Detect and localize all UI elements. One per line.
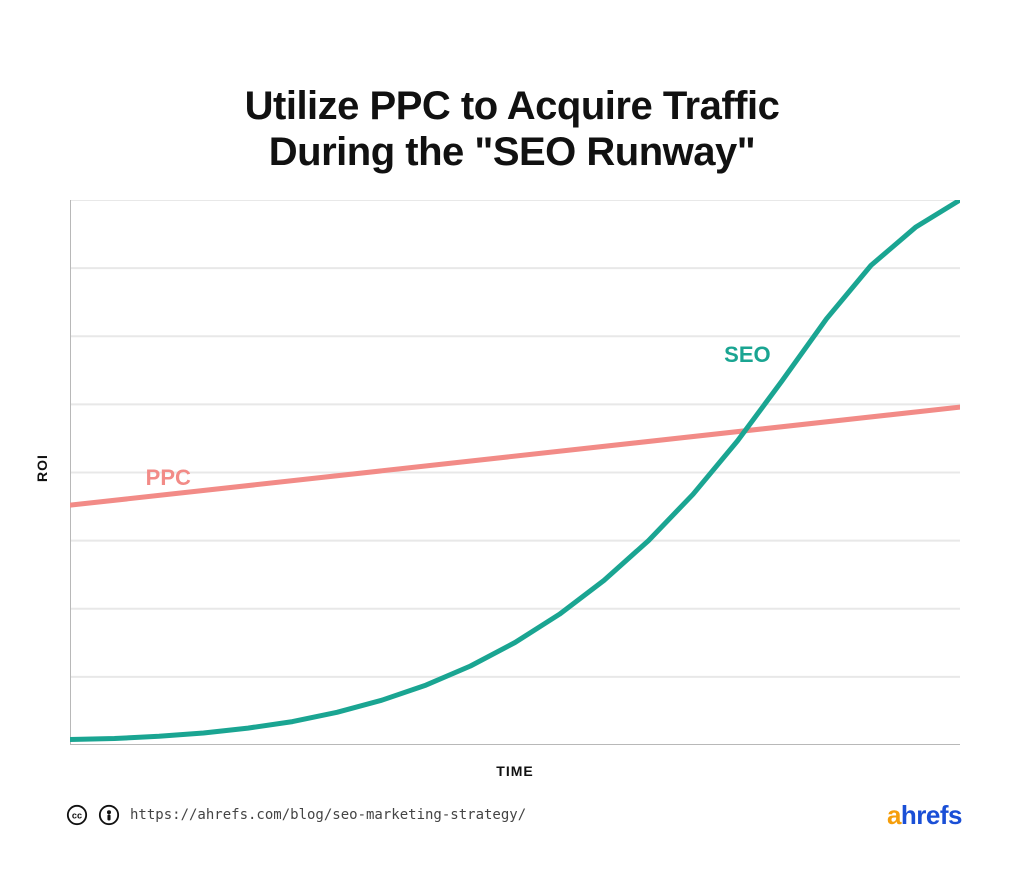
page: Utilize PPC to Acquire Traffic During th… bbox=[0, 0, 1024, 874]
source-url: https://ahrefs.com/blog/seo-marketing-st… bbox=[130, 807, 526, 823]
roi-time-chart bbox=[70, 200, 960, 745]
brand-logo: ahrefs bbox=[887, 800, 962, 831]
brand-rest: hrefs bbox=[901, 800, 962, 831]
by-icon-svg bbox=[98, 804, 120, 826]
chart-area: ROI TIME PPCSEO bbox=[70, 200, 960, 745]
series-label-ppc: PPC bbox=[146, 465, 191, 491]
chart-title: Utilize PPC to Acquire Traffic During th… bbox=[0, 83, 1024, 175]
x-axis-label: TIME bbox=[70, 763, 960, 779]
footer: cc https://ahrefs.com/blog/seo-marketing… bbox=[66, 800, 962, 830]
footer-left: cc https://ahrefs.com/blog/seo-marketing… bbox=[66, 804, 526, 826]
attribution-icon bbox=[98, 804, 120, 826]
cc-license-icon: cc bbox=[66, 804, 88, 826]
cc-icon-svg: cc bbox=[66, 804, 88, 826]
svg-text:cc: cc bbox=[72, 811, 82, 821]
brand-letter-a: a bbox=[887, 800, 901, 831]
y-axis-label: ROI bbox=[34, 454, 50, 482]
series-label-seo: SEO bbox=[724, 342, 770, 368]
